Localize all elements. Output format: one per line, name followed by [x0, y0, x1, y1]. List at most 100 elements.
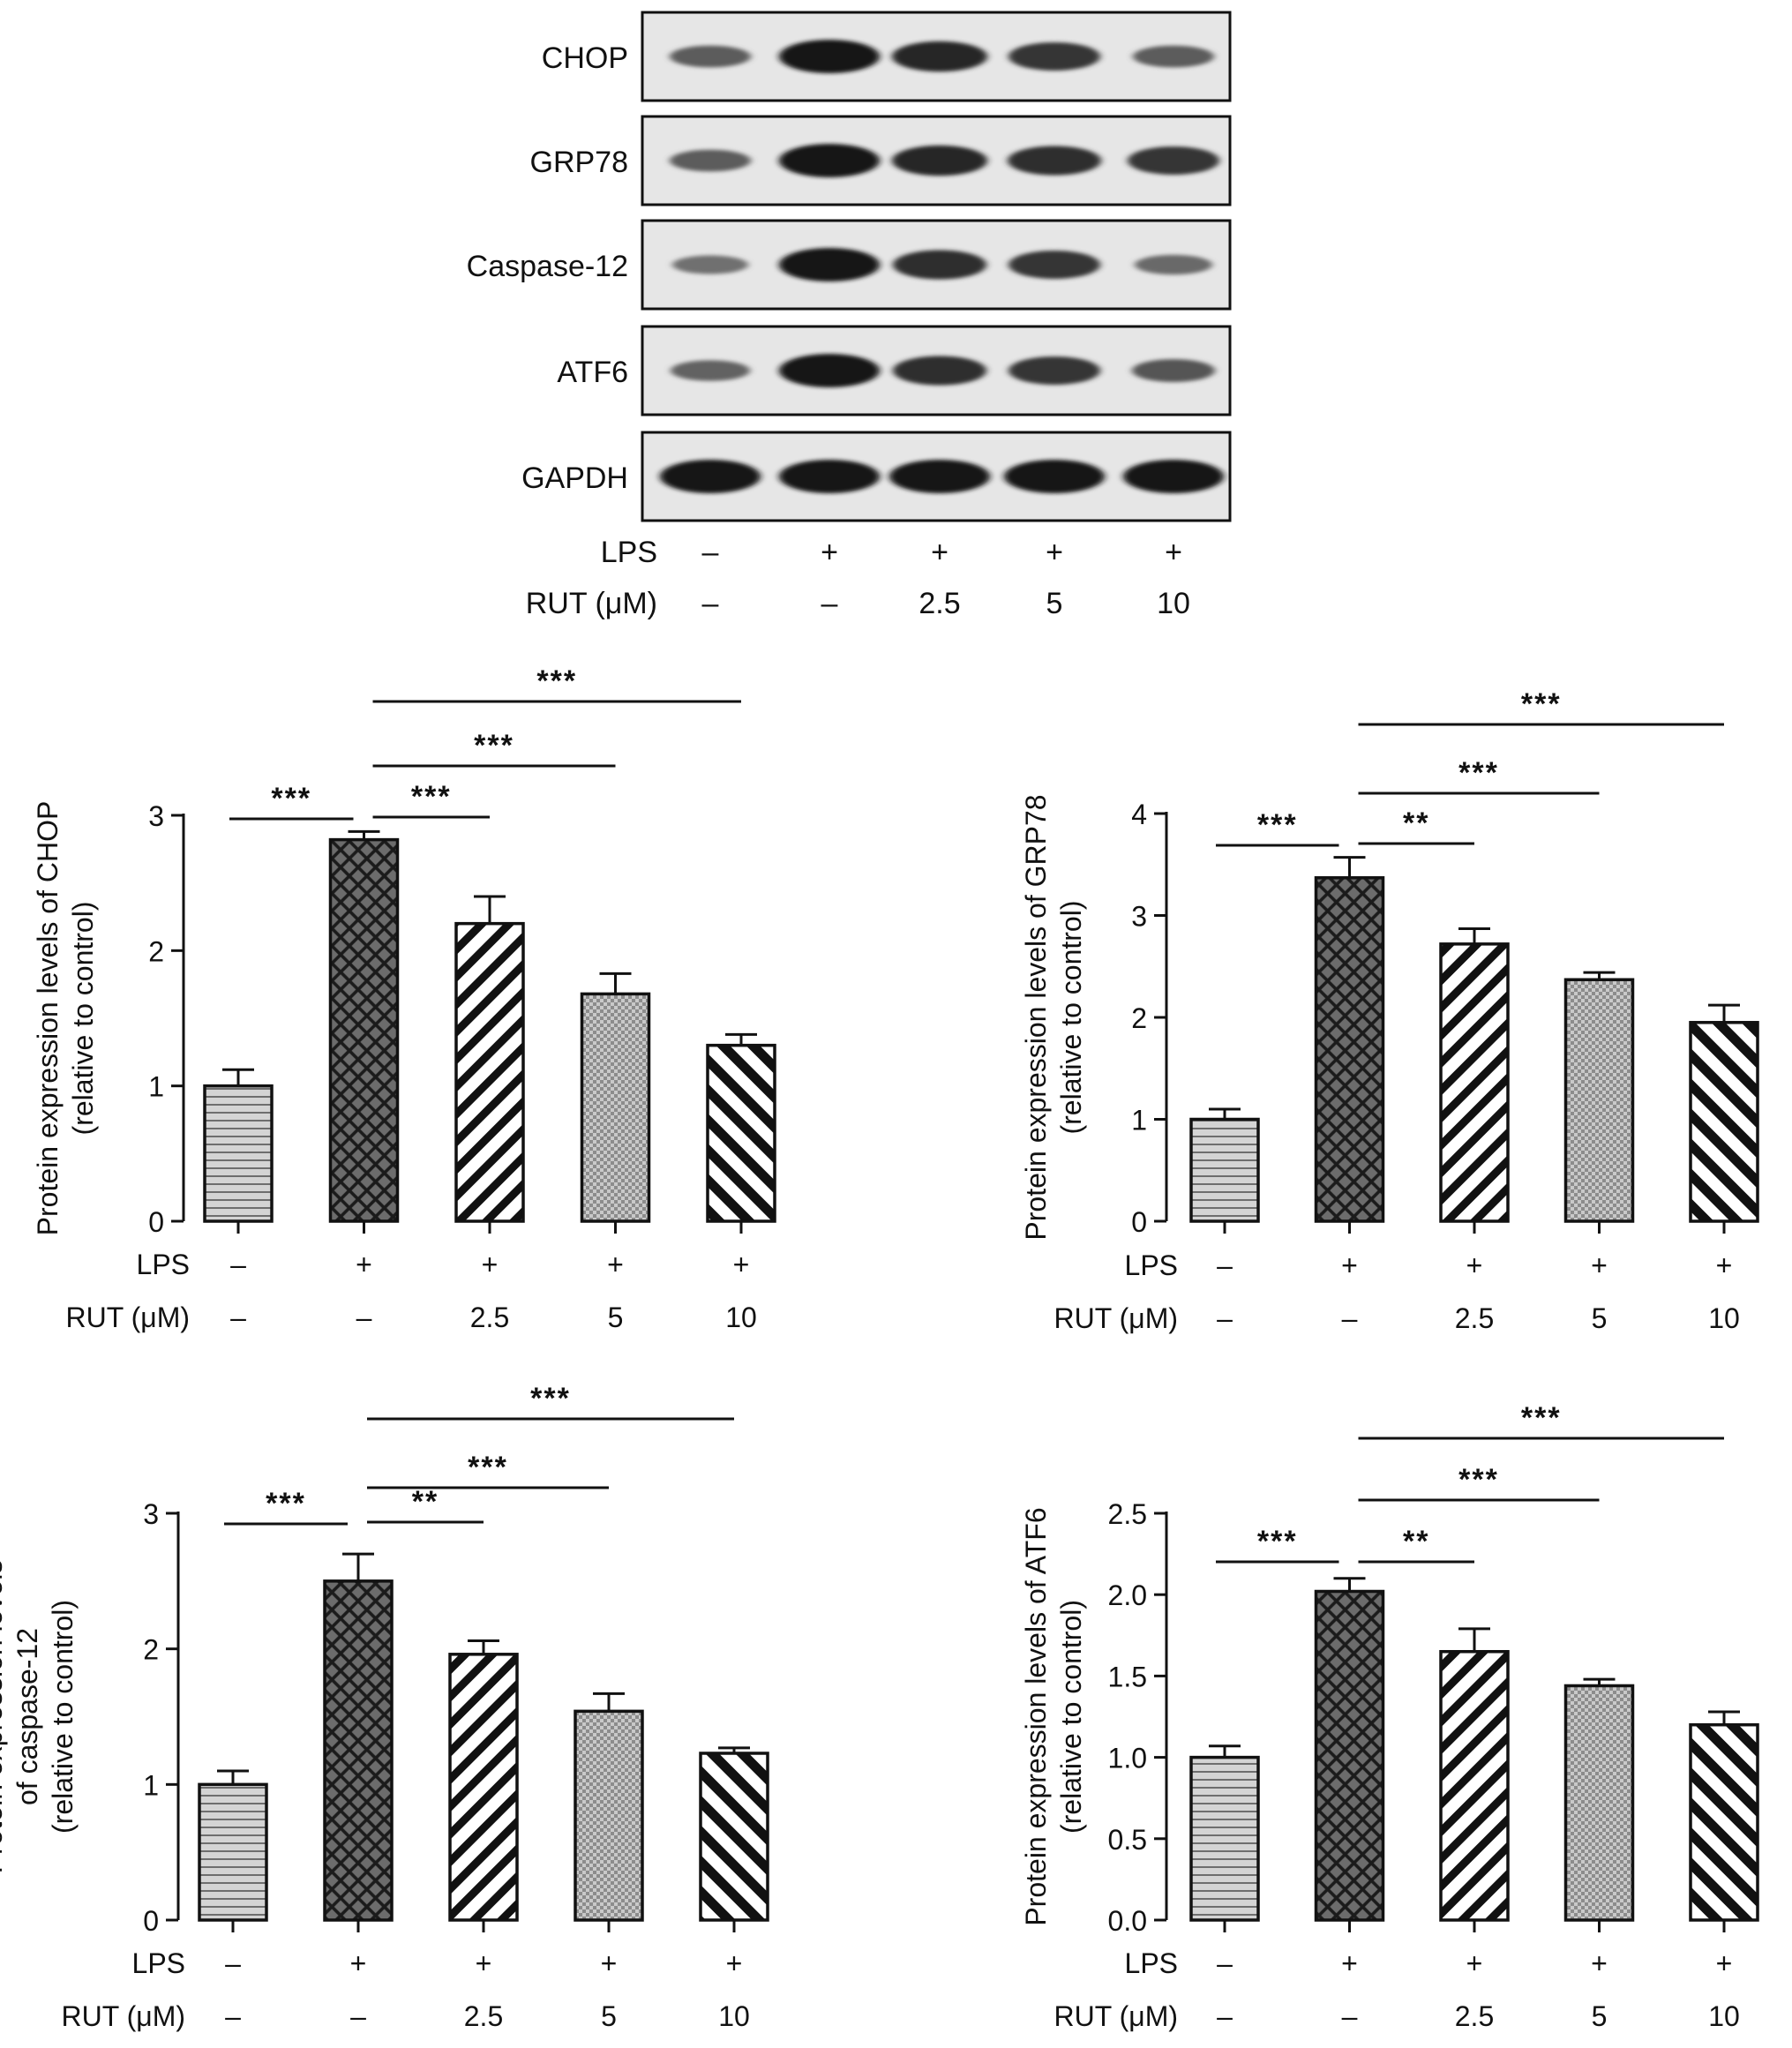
bar	[580, 992, 651, 1223]
bar	[1314, 876, 1385, 1223]
y-tick-label: 1	[148, 1071, 164, 1103]
rut-label: RUT (μM)	[526, 587, 657, 620]
lps-value: –	[1217, 1947, 1233, 1979]
bar	[448, 1653, 519, 1922]
blot-band	[892, 41, 987, 72]
blot-label: GRP78	[530, 146, 629, 179]
y-tick-label: 1	[1131, 1105, 1147, 1137]
lps-label: LPS	[137, 1249, 190, 1280]
bar	[1189, 1117, 1260, 1223]
lps-label: LPS	[132, 1947, 185, 1979]
y-axis-label: (relative to control)	[1055, 901, 1087, 1135]
rut-value: 10	[725, 1302, 757, 1333]
rut-value: 5	[608, 1302, 624, 1333]
significance-label: ***	[468, 1451, 508, 1484]
blot-band	[779, 40, 880, 73]
rut-value: –	[702, 587, 719, 620]
rut-value: 5	[1592, 1302, 1608, 1334]
blot-band	[893, 356, 986, 386]
y-tick-label: 2	[1131, 1002, 1147, 1034]
blot-band	[892, 145, 987, 176]
rut-value: 10	[1708, 1302, 1740, 1334]
y-tick-label: 2	[148, 935, 164, 967]
lps-value: –	[702, 536, 719, 569]
lps-value: +	[1341, 1249, 1358, 1281]
blot-band	[672, 255, 748, 274]
significance-label: ***	[1521, 1401, 1562, 1435]
blot-bands	[671, 354, 1215, 387]
significance-label: **	[1403, 1525, 1429, 1558]
y-tick-label: 2.0	[1108, 1579, 1147, 1611]
y-tick-label: 0	[143, 1905, 159, 1937]
bar	[203, 1084, 274, 1223]
rut-label: RUT (μM)	[1054, 2000, 1178, 2032]
y-axis-label: Protein expression levels of ATF6	[1020, 1507, 1052, 1925]
significance-label: ***	[411, 780, 452, 814]
blot-label: Caspase-12	[467, 250, 628, 283]
lps-value: +	[1046, 536, 1063, 569]
blot-band	[671, 360, 750, 381]
y-axis-label: of caspase-12	[11, 1628, 43, 1805]
y-tick-label: 0.0	[1108, 1905, 1147, 1937]
y-tick-label: 2	[143, 1634, 159, 1666]
rut-value: 2.5	[918, 587, 960, 620]
bar	[1314, 1589, 1385, 1922]
y-axis-label: Protein expression levels of CHOP	[32, 801, 64, 1236]
blot-bands	[660, 460, 1224, 493]
bar	[1189, 1755, 1260, 1922]
y-axis-label: (relative to control)	[67, 902, 99, 1136]
blot-band	[670, 45, 751, 68]
lps-value: +	[821, 536, 838, 569]
rut-value: –	[821, 587, 838, 620]
lps-value: +	[1591, 1249, 1608, 1281]
lps-value: +	[350, 1947, 367, 1979]
lps-value: +	[356, 1249, 372, 1280]
blot-label: ATF6	[557, 356, 628, 389]
y-axis-label: (relative to control)	[1055, 1600, 1087, 1834]
rut-value: 2.5	[1455, 1302, 1494, 1334]
blot-bands	[670, 40, 1214, 73]
rut-value: –	[350, 2000, 366, 2032]
y-tick-label: 0	[1131, 1206, 1147, 1238]
significance-label: **	[1403, 806, 1429, 840]
western-blot-panel: CHOP GRP78 Caspase-12 ATF6 GAPDH LPS RUT (μM) –…	[467, 11, 1232, 620]
lps-value: +	[1591, 1947, 1608, 1979]
bar	[1563, 1684, 1635, 1922]
lps-value: +	[931, 536, 948, 569]
rut-value: 2.5	[470, 1302, 509, 1333]
blot-band	[670, 149, 751, 172]
bar	[323, 1579, 394, 1922]
rut-value: 5	[1592, 2000, 1608, 2032]
blot-band	[889, 460, 990, 493]
lps-label: LPS	[601, 536, 657, 569]
blot-band	[1008, 42, 1100, 71]
y-tick-label: 2.5	[1108, 1498, 1147, 1530]
rut-label: RUT (μM)	[62, 2000, 185, 2032]
y-tick-label: 0.5	[1108, 1824, 1147, 1856]
bar-chart-2: 0 1 2 3 4 Protein expression levels of GRP78(…	[1020, 687, 1759, 1334]
rut-value: 10	[1157, 587, 1190, 620]
bar	[1439, 942, 1510, 1223]
lps-value: +	[1165, 536, 1182, 569]
blot-band	[779, 144, 880, 177]
bar	[198, 1782, 268, 1922]
bar	[1439, 1649, 1510, 1922]
blot-band	[1008, 251, 1100, 279]
significance-label: ***	[1257, 1525, 1298, 1558]
rut-label: RUT (μM)	[66, 1302, 190, 1333]
blot-band	[1133, 45, 1214, 68]
blot-band	[1008, 146, 1101, 176]
significance-label: ***	[1257, 808, 1298, 842]
blot-band	[1135, 254, 1212, 275]
y-axis-label: Protein expression levels	[0, 1560, 8, 1874]
significance-label: ***	[271, 782, 311, 815]
y-axis-label: (relative to control)	[47, 1600, 79, 1834]
y-tick-label: 0	[148, 1206, 164, 1238]
lps-value: +	[1341, 1947, 1358, 1979]
significance-label: ***	[1521, 687, 1562, 721]
rut-value: –	[1217, 2000, 1233, 2032]
significance-label: ***	[1458, 1463, 1499, 1497]
